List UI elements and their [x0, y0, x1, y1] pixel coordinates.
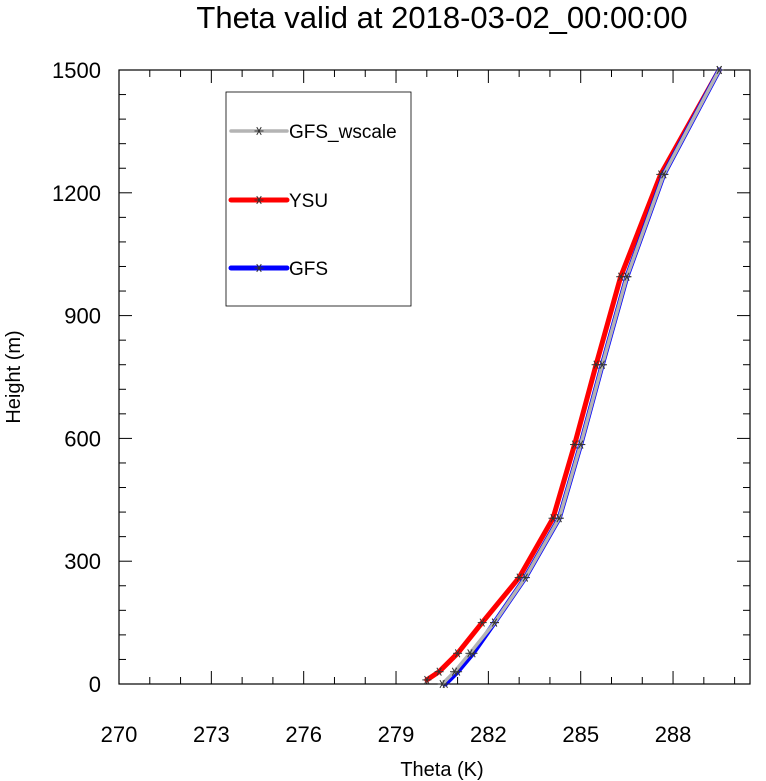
- data-point-gfs-wscale: [554, 514, 564, 523]
- star-marker-stroke: [522, 573, 528, 582]
- legend-marker-ysu: [254, 195, 264, 205]
- x-tick-label: 276: [285, 722, 322, 747]
- x-tick-label: 279: [378, 722, 415, 747]
- y-tick-label: 300: [64, 549, 101, 574]
- legend-marker-gfs-wscale: [254, 126, 264, 136]
- y-axis-label: Height (m): [3, 330, 25, 423]
- star-marker-stroke: [467, 649, 473, 658]
- y-tick-label: 900: [64, 304, 101, 329]
- star-marker-stroke: [593, 360, 599, 369]
- data-point-gfs-wscale: [437, 679, 447, 689]
- star-marker-stroke: [256, 263, 262, 273]
- star-marker-stroke: [550, 514, 556, 523]
- series-line-gfs: [442, 67, 722, 687]
- x-tick-label: 273: [193, 722, 230, 747]
- data-point-gfs-wscale: [597, 360, 607, 369]
- star-marker-stroke: [599, 360, 605, 369]
- data-point-gfs-wscale: [576, 440, 586, 449]
- star-marker-stroke: [454, 649, 461, 658]
- star-marker-stroke: [424, 675, 430, 685]
- star-marker-stroke: [451, 667, 458, 676]
- series-line-gfs-wscale: [440, 68, 721, 686]
- x-tick-label: 270: [101, 722, 138, 747]
- y-tick-label: 1200: [52, 181, 101, 206]
- x-tick-label: 282: [470, 722, 507, 747]
- star-marker-stroke: [571, 440, 578, 449]
- x-axis-label: Theta (K): [400, 759, 483, 781]
- data-point-ysu: [422, 675, 432, 685]
- plot-frame: [118, 69, 751, 685]
- data-point-gfs-wscale: [622, 272, 632, 281]
- star-marker-stroke: [491, 618, 498, 627]
- data-point-gfs-wscale: [465, 649, 475, 658]
- legend-label-gfs: GFS: [289, 259, 328, 280]
- legend-marker-gfs: [254, 263, 264, 273]
- y-tick-label: 1500: [52, 58, 101, 83]
- x-tick-label: 288: [655, 722, 692, 747]
- series-layer: [422, 65, 724, 689]
- data-point-gfs-wscale: [490, 618, 500, 627]
- data-point-gfs-wscale: [714, 65, 724, 75]
- y-tick-label: 0: [89, 672, 101, 697]
- star-marker-stroke: [618, 272, 624, 281]
- data-point-ysu: [453, 649, 463, 658]
- data-point-gfs-wscale: [450, 667, 460, 676]
- star-marker-stroke: [556, 514, 562, 523]
- data-point-ysu: [434, 667, 444, 676]
- data-point-gfs-wscale: [520, 573, 530, 582]
- star-marker-stroke: [256, 126, 262, 136]
- legend-label-ysu: YSU: [289, 191, 328, 212]
- data-point-ysu: [477, 618, 487, 627]
- star-marker-stroke: [624, 272, 630, 281]
- y-tick-label: 600: [64, 426, 101, 451]
- legend: GFS_wscale YSU GFS: [225, 91, 412, 307]
- star-marker-stroke: [439, 679, 445, 689]
- star-marker-stroke: [436, 667, 442, 676]
- star-marker-stroke: [256, 195, 262, 205]
- star-marker-stroke: [578, 440, 584, 449]
- star-marker-stroke: [516, 573, 522, 582]
- legend-label-gfs-wscale: GFS_wscale: [289, 122, 397, 143]
- series-line-ysu: [424, 67, 722, 683]
- plot-axes: 270 273 276 279 282 285 288 0 300 600 900 1200 1500: [52, 58, 751, 747]
- x-tick-label: 285: [562, 722, 599, 747]
- data-point-gfs-wscale: [659, 170, 669, 179]
- star-marker-stroke: [479, 618, 485, 627]
- chart-title: Theta valid at 2018-03-02_00:00:00: [196, 0, 687, 35]
- star-marker-stroke: [716, 65, 722, 75]
- star-marker-stroke: [661, 170, 667, 179]
